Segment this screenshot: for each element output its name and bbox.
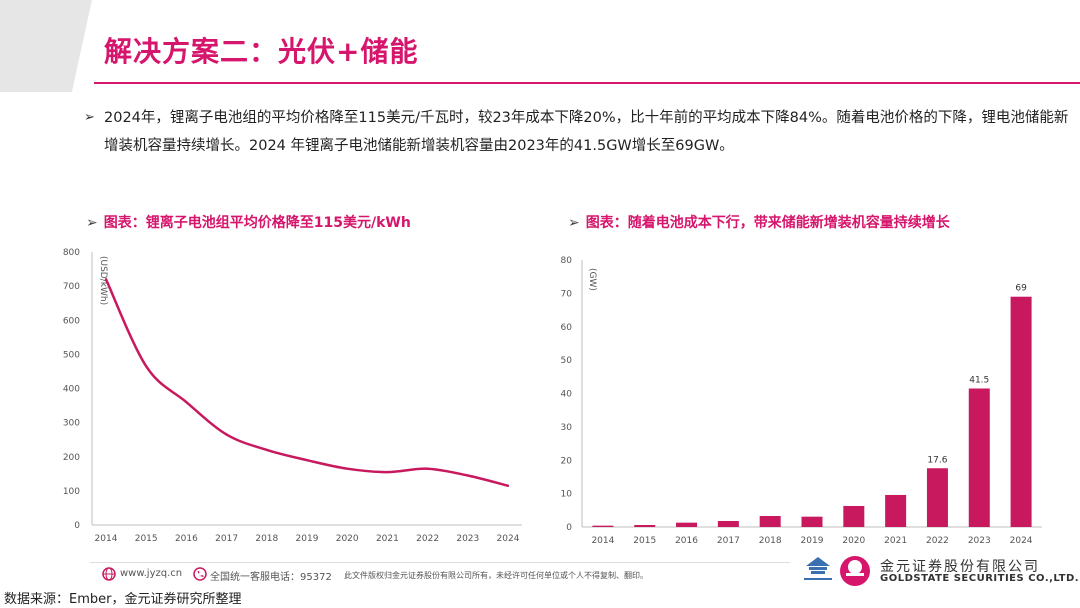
footer-hotline: 全国统一客服电话：95372 [210, 572, 332, 583]
data-point-2014 [104, 278, 108, 281]
y-tick-label: 600 [63, 316, 80, 326]
x-tick-label: 2014 [591, 536, 614, 546]
web-icon [102, 567, 116, 581]
x-tick-label: 2014 [95, 534, 118, 544]
data-point-2023 [466, 474, 469, 477]
y-tick-label: 700 [63, 282, 80, 292]
x-tick-label: 2017 [717, 536, 740, 546]
y-tick-label: 500 [63, 350, 80, 360]
price-line-chart: 0 100 200 300 400 500 600 700 800 2014 2015 2016 201… [63, 248, 522, 544]
left-chart-title: ➢ 图表：锂离子电池组平均价格降至115美元/kWh [86, 215, 411, 231]
phone-icon [193, 567, 207, 581]
y-tick-label: 300 [63, 419, 80, 429]
y-tick-label: 100 [63, 487, 80, 497]
company-name-cn: 金元证券股份有限公司 [880, 559, 1040, 575]
y-tick-label: 80 [561, 256, 573, 266]
x-tick-label: 2021 [884, 536, 907, 546]
x-tick-label: 2023 [456, 534, 479, 544]
data-source-note: 数据来源：Ember，金元证券研究所整理 [4, 592, 242, 607]
x-tick-label: 2019 [801, 536, 824, 546]
bar-2014 [592, 525, 614, 527]
bar-2015 [634, 524, 656, 527]
page-title: 解决方案二：光伏+储能 [104, 35, 419, 68]
y-tick-label: 60 [561, 323, 573, 333]
y-tick-label: 200 [63, 453, 80, 463]
data-point-2022 [426, 467, 429, 470]
x-tick-label: 2024 [497, 534, 520, 544]
data-point-2016 [185, 400, 188, 404]
x-tick-label: 2015 [633, 536, 656, 546]
right-title-arrow-icon: ➢ [568, 215, 580, 231]
data-point-2021 [386, 470, 389, 474]
data-point-2018 [265, 448, 268, 452]
x-tick-label: 2022 [416, 534, 439, 544]
x-tick-label: 2016 [675, 536, 698, 546]
x-tick-label: 2022 [926, 536, 949, 546]
capacity-bar-chart: 0 10 20 30 40 50 60 70 80 (GW) 2014 2015 2016 2017 201… [561, 256, 1042, 546]
x-tick-label: 2020 [336, 534, 359, 544]
y-tick-label: 20 [561, 456, 573, 466]
bar-2023 [968, 388, 990, 527]
x-tick-label: 2018 [759, 536, 782, 546]
data-label-2022: 17.6 [927, 455, 947, 465]
bar-2019 [801, 516, 823, 527]
x-tick-label: 2015 [135, 534, 158, 544]
bullet-arrow-icon: ➢ [84, 110, 95, 125]
y-axis-label: (GW) [587, 268, 597, 291]
y-tick-label: 40 [561, 390, 573, 400]
bar-2022 [926, 468, 948, 527]
x-tick-label: 2021 [376, 534, 399, 544]
y-tick-label: 70 [561, 289, 573, 299]
group-logo-icon [804, 557, 832, 580]
footer-website: www.jyzq.cn [120, 568, 183, 579]
data-point-2015 [145, 365, 148, 368]
data-point-2020 [346, 467, 349, 470]
header-background [0, 0, 1080, 92]
left-title-arrow-icon: ➢ [86, 215, 98, 231]
y-tick-label: 30 [561, 423, 573, 433]
x-tick-label: 2017 [215, 534, 238, 544]
x-tick-label: 2018 [255, 534, 278, 544]
bar-2016 [676, 522, 698, 527]
x-tick-label: 2020 [842, 536, 865, 546]
series-line-price [104, 278, 509, 487]
title-underline [94, 82, 1080, 84]
bar-2021 [885, 494, 907, 527]
right-chart-title: ➢ 图表：随着电池成本下行，带来储能新增装机容量持续增长 [568, 215, 950, 231]
data-label-2024: 69 [1015, 284, 1027, 294]
bar-2018 [759, 515, 781, 527]
summary-text: 2024年，锂离子电池组的平均价格降至115美元/千瓦时，较23年成本下降20%… [104, 110, 1069, 154]
company-name-en: GOLDSTATE SECURITIES CO.,LTD. [880, 573, 1080, 584]
x-tick-label: 2023 [968, 536, 991, 546]
data-label-2023: 41.5 [969, 375, 989, 385]
y-tick-label: 0 [566, 523, 572, 533]
footer-disclaimer: 此文件版权归金元证券股份有限公司所有，未经许可任何单位或个人不得复制、翻印。 [344, 571, 648, 580]
y-axis-label: (USD/kWh) [98, 256, 108, 305]
x-tick-label: 2016 [175, 534, 198, 544]
data-point-2024 [506, 484, 510, 487]
bar-2024 [1010, 296, 1032, 527]
bar-2017 [717, 520, 739, 527]
y-tick-label: 400 [63, 385, 80, 395]
data-point-2017 [225, 433, 228, 436]
x-tick-label: 2019 [296, 534, 319, 544]
footer-divider [90, 562, 790, 563]
data-point-2019 [305, 458, 309, 462]
company-logo-icon [840, 556, 870, 586]
y-tick-label: 10 [561, 490, 573, 500]
bar-2020 [843, 505, 865, 527]
y-tick-label: 50 [561, 356, 573, 366]
y-tick-label: 0 [74, 521, 80, 531]
x-tick-label: 2024 [1010, 536, 1033, 546]
summary-bullet: ➢ 2024年，锂离子电池组的平均价格降至115美元/千瓦时，较23年成本下降2… [84, 104, 1074, 160]
y-tick-label: 800 [63, 248, 80, 258]
